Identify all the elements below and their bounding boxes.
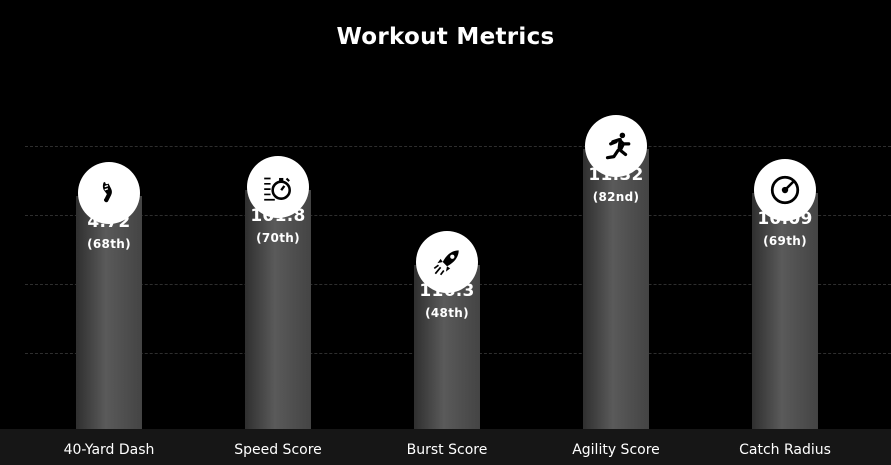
data-label: 11.32 (588, 165, 644, 185)
gridline (25, 146, 891, 147)
category-label: Agility Score (572, 442, 660, 458)
percentile-label: (48th) (425, 306, 469, 320)
metric-icon-badge (416, 231, 478, 293)
data-label: 116.3 (419, 281, 475, 301)
runner-icon (605, 132, 631, 160)
gridline (25, 215, 891, 216)
metric-icon-badge (585, 115, 647, 177)
bar (752, 193, 818, 429)
stopwatch-icon (264, 177, 291, 201)
percentile-label: (82nd) (592, 190, 640, 204)
category-label: Burst Score (406, 442, 488, 458)
metric-icon-badge (247, 156, 309, 218)
percentile-label: (68th) (87, 237, 131, 251)
data-label: 4.72 (87, 212, 131, 232)
rocket-icon (433, 250, 459, 276)
data-label: 101.8 (250, 206, 306, 226)
category-label: Catch Radius (739, 442, 831, 458)
category-axis (0, 429, 891, 465)
metric-icon-badge (754, 159, 816, 221)
category-label: 40-Yard Dash (63, 442, 155, 458)
percentile-label: (70th) (256, 231, 300, 245)
bar (76, 196, 142, 429)
target-icon (770, 175, 800, 205)
chart-title: Workout Metrics (336, 24, 555, 50)
category-label: Speed Score (234, 442, 322, 458)
bar (583, 149, 649, 429)
bar (245, 190, 311, 429)
metric-icon-badge (78, 162, 140, 224)
percentile-label: (69th) (763, 234, 807, 248)
shoe-icon (102, 180, 112, 203)
data-label: 10.09 (757, 209, 813, 229)
